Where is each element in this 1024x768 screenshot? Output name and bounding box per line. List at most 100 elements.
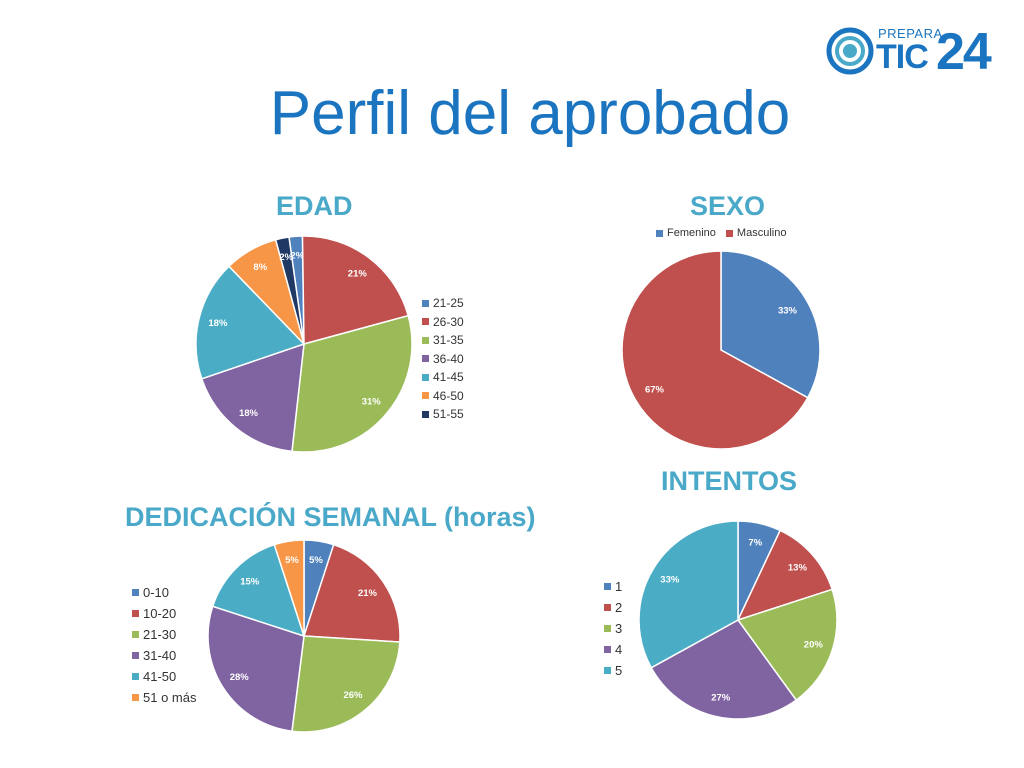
pie-slice-dedicacion-21-30 [291,635,401,733]
logo-tic-text: TIC [876,38,929,76]
pie-slice-intentos-2 [736,529,834,622]
pie-slice-dedicacion-51-o-mas [273,539,305,637]
legend-swatch [132,673,139,680]
legend-item-dedicacion-41-50: 41-50 [132,669,196,684]
logo-circle-icon [826,27,874,75]
chart-title-intentos: INTENTOS [661,466,798,496]
legend-label: 31-35 [433,333,464,347]
prepara-tic24-logo: PREPARA TIC 24 [826,20,1006,81]
legend-label: 4 [615,642,623,657]
legend-swatch [422,392,429,399]
legend-label: Femenino [667,227,716,239]
legend-label: 41-50 [143,669,177,684]
legend-sexo: Femenino Masculino [656,227,786,239]
legend-label: Masculino [736,227,787,239]
legend-label: 36-40 [433,351,464,366]
legend-edad: 21-25 26-30 31-35 36-40 41-45 46-50 51-55 [422,296,464,426]
legend-swatch [725,229,733,237]
legend-label: 26-30 [433,314,464,329]
legend-label: 5 [615,663,623,678]
pie-slice-sexo-femenino [720,250,821,399]
legend-label: 51-55 [433,407,464,421]
legend-swatch [422,355,429,362]
pie-label-edad-36-40: 18% [239,408,259,419]
pie-label-dedicacion-31-40: 28% [230,672,250,683]
pie-slice-dedicacion-10-20 [302,543,401,643]
legend-item-intentos-5: 5 [604,663,622,678]
page-title: Perfil del aprobado [269,79,791,148]
legend-swatch [422,318,429,325]
pie-slice-edad-41-45 [195,265,306,380]
legend-swatch [422,373,429,381]
legend-label: 21-30 [143,627,177,642]
pie-slice-intentos-3 [736,588,838,702]
legend-label: 1 [615,579,623,594]
legend-item-intentos-3: 3 [604,621,622,636]
legend-dedicacion: 0-10 10-20 21-30 31-40 41-50 51 o más [132,585,196,711]
pie-slice-intentos-4 [650,619,798,720]
legend-swatch [604,646,611,653]
legend-swatch [604,667,611,674]
pie-label-edad-21-25: 2% [290,251,304,262]
pie-slice-edad-31-35 [291,314,413,453]
pie-label-dedicacion-21-30: 26% [343,690,363,701]
legend-swatch [132,652,139,659]
legend-label: 46-50 [433,388,464,403]
legend-swatch [656,229,663,237]
legend-swatch [604,583,611,590]
legend-swatch [422,410,429,418]
legend-item-edad-26-30: 26-30 [422,315,464,329]
pie-slice-edad-26-30 [301,235,410,345]
pie-chart-intentos: 7% 13% 20% 27% 33% [638,520,838,720]
legend-swatch [132,589,139,596]
legend-item-edad-41-45: 41-45 [422,370,464,384]
legend-swatch [132,610,139,617]
pie-slice-sexo-masculino [621,250,809,450]
pie-chart-sexo: 33% 67% [621,250,821,450]
legend-item-dedicacion-51-o-mas: 51 o más [132,690,196,705]
pie-label-intentos-1: 7% [748,538,762,549]
legend-item-edad-51-55: 51-55 [422,407,464,421]
legend-intentos: 1 2 3 4 5 [604,579,622,684]
legend-label: 0-10 [143,585,170,600]
pie-label-sexo-femenino: 33% [778,306,798,317]
pie-label-intentos-3: 20% [804,640,824,651]
pie-label-edad-51-55: 2% [279,252,293,263]
pie-label-dedicacion-0-10: 5% [309,555,323,566]
legend-label: 2 [615,600,623,615]
legend-swatch [422,336,429,344]
pie-label-edad-46-50: 8% [253,262,267,273]
legend-swatch [604,625,611,632]
legend-item-intentos-4: 4 [604,642,622,657]
logo-number-text: 24 [936,23,992,81]
pie-label-intentos-2: 13% [788,563,808,574]
chart-title-sexo: SEXO [690,191,766,221]
pie-label-dedicacion-41-50: 15% [240,577,260,588]
pie-label-intentos-5: 33% [660,575,680,586]
legend-label: 3 [615,621,623,636]
legend-item-sexo-femenino: Femenino [656,227,716,239]
legend-item-intentos-1: 1 [604,579,622,594]
pie-label-edad-41-45: 18% [208,318,228,329]
chart-title-dedicacion: DEDICACIÓN SEMANAL (horas) [125,502,536,532]
pie-label-edad-31-35: 31% [362,397,382,408]
legend-item-edad-46-50: 46-50 [422,389,464,403]
pie-slice-intentos-5 [638,520,739,669]
pie-chart-edad: 2% 21% 31% 18% 18% 8% 2% [195,235,413,453]
legend-item-dedicacion-0-10: 0-10 [132,585,196,600]
legend-label: 31-40 [143,648,177,663]
legend-item-sexo-masculino: Masculino [725,227,787,239]
legend-item-dedicacion-31-40: 31-40 [132,648,196,663]
legend-item-dedicacion-10-20: 10-20 [132,606,196,621]
legend-swatch [132,694,139,701]
logo-prepara-text: PREPARA [878,26,943,41]
pie-label-dedicacion-10-20: 21% [358,588,378,599]
legend-label: 21-25 [433,296,464,310]
legend-item-dedicacion-21-30: 21-30 [132,627,196,642]
pie-label-dedicacion-51-o-mas: 5% [285,555,299,566]
legend-label: 10-20 [143,606,177,621]
pie-slice-edad-51-55 [274,236,305,345]
pie-slice-dedicacion-31-40 [207,605,305,733]
chart-title-edad: EDAD [276,191,353,221]
pie-label-edad-26-30: 21% [348,268,368,279]
